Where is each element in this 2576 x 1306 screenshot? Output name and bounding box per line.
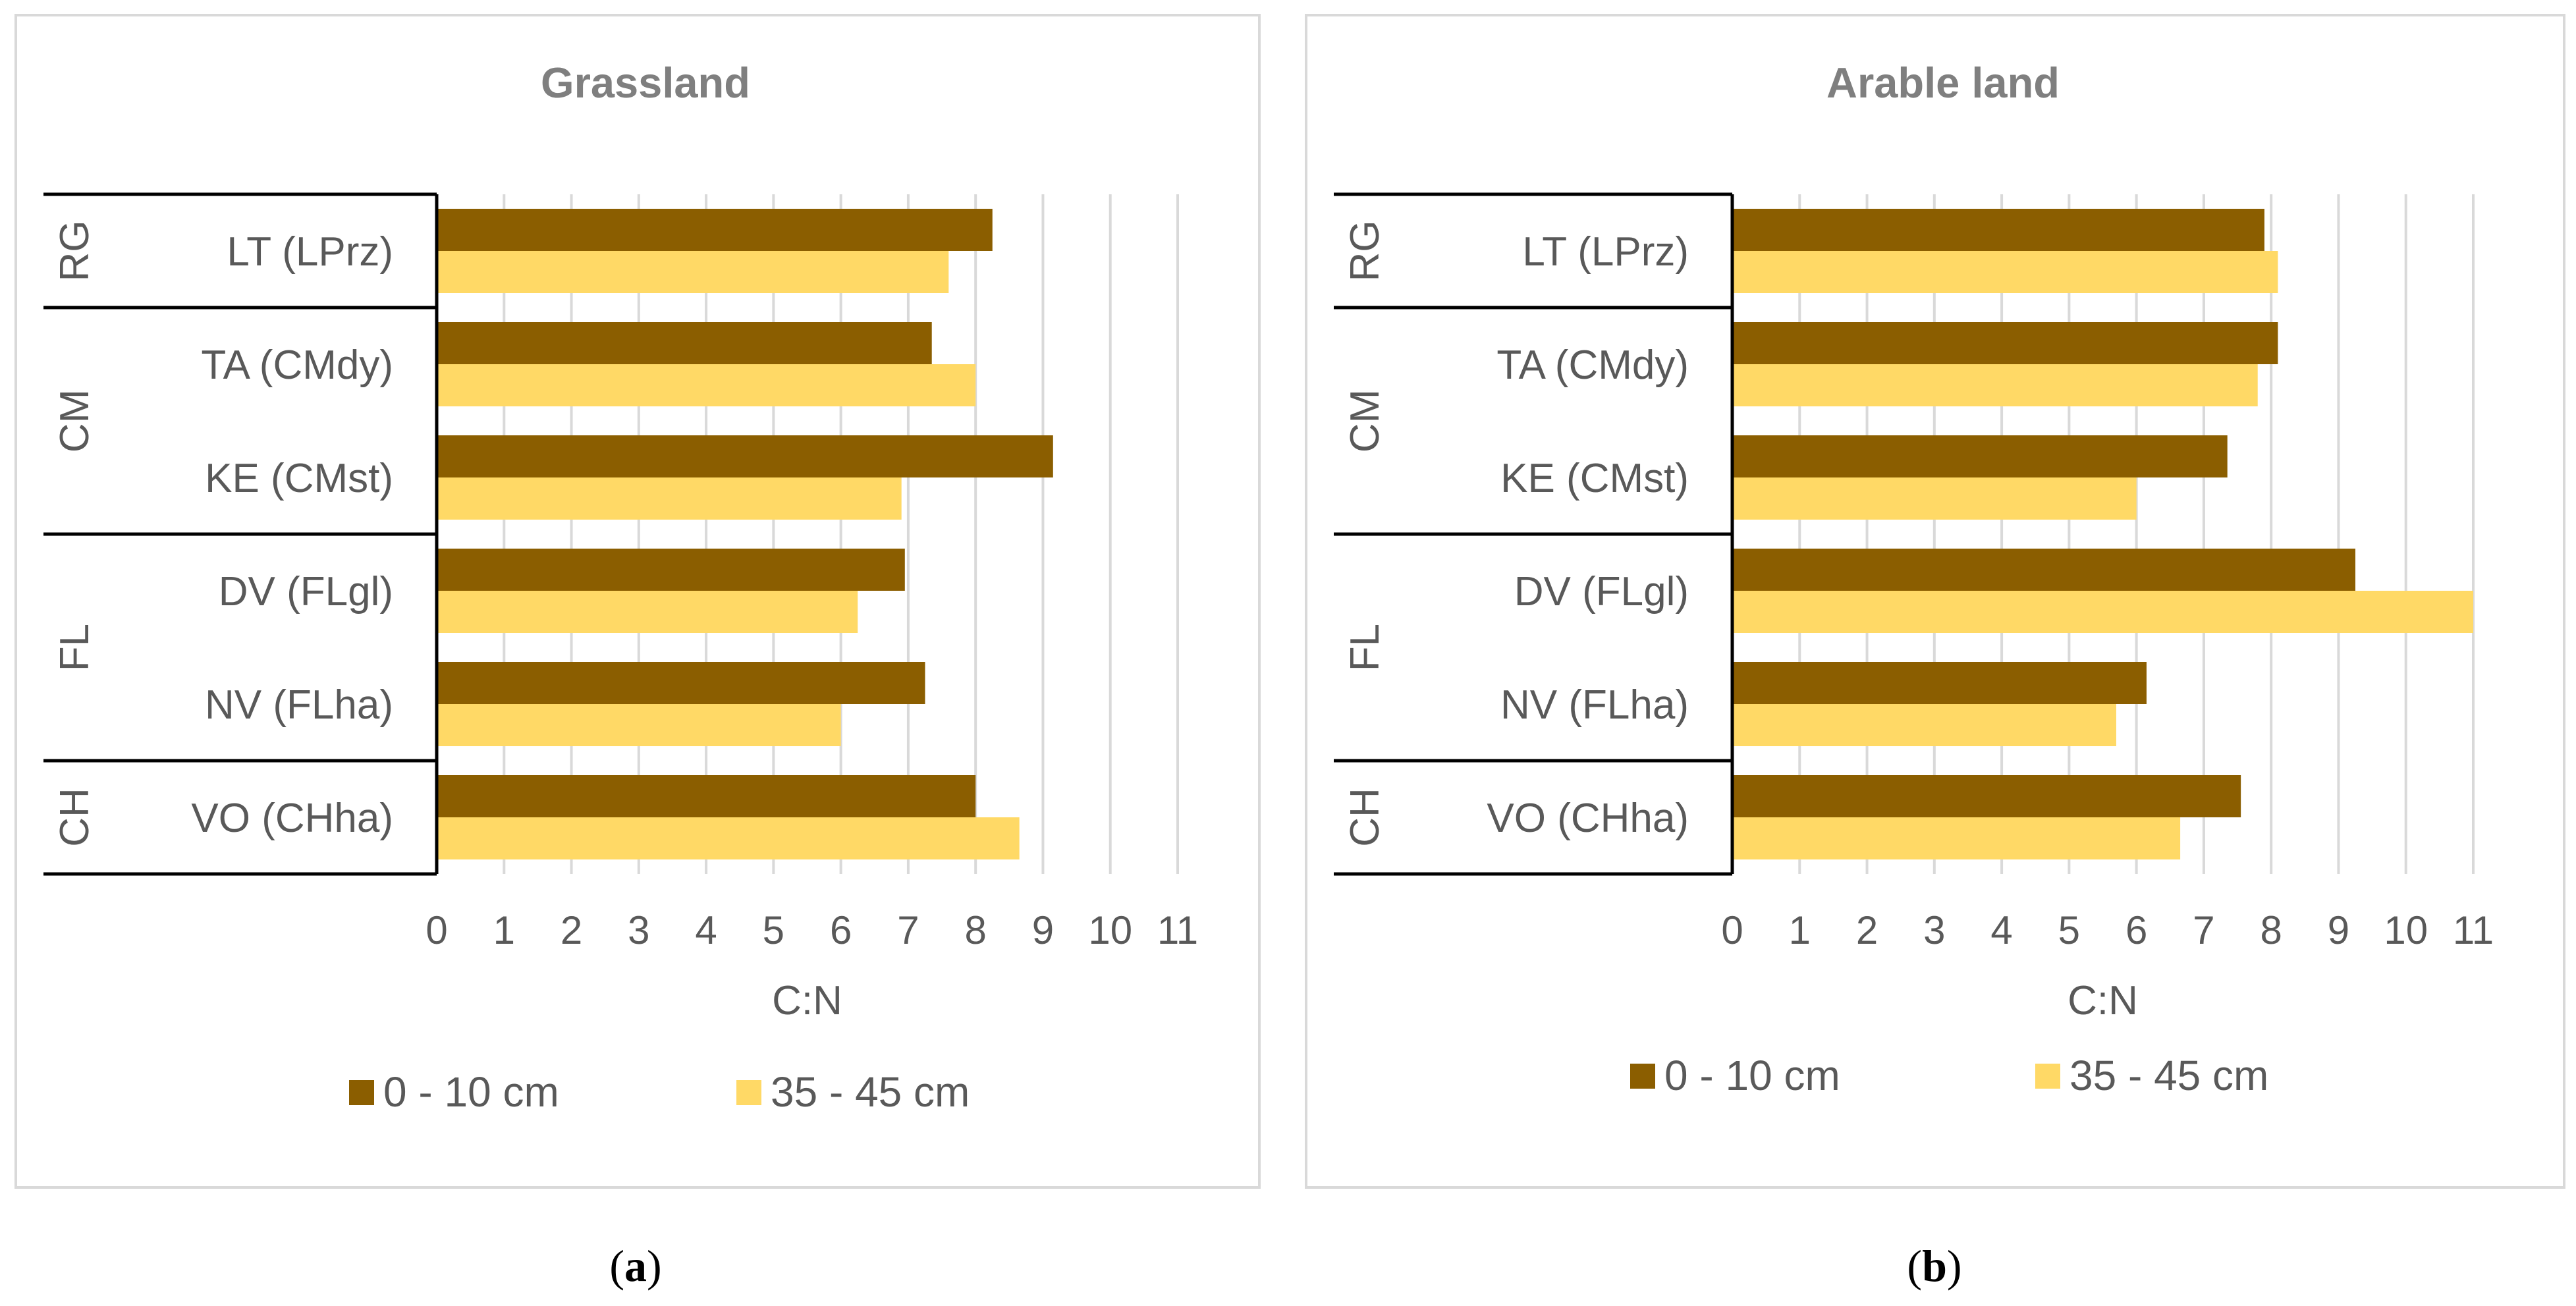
legend-entry: 0 - 10 cm [349,1068,559,1116]
bar-sub-1 [437,251,949,293]
bar-sub-6 [1732,817,2181,859]
bar-top-2 [1732,322,2278,364]
bar-sub-6 [437,817,1020,859]
bar-top-1 [1732,209,2264,251]
x-tick-label: 4 [695,908,717,952]
group-label: RG [52,221,97,282]
category-label: VO (CHha) [1487,796,1689,841]
chart-title: Grassland [541,59,750,107]
legend-entry: 35 - 45 cm [2035,1052,2268,1099]
category-label: NV (FLha) [205,682,393,728]
legend-swatch [2035,1064,2060,1089]
category-label: NV (FLha) [1500,682,1689,728]
category-label: DV (FLgl) [1514,569,1689,614]
x-tick-label: 0 [425,908,447,952]
category-label: KE (CMst) [1500,456,1689,501]
x-tick-label: 3 [1923,908,1945,952]
legend-entry: 0 - 10 cm [1630,1052,1840,1099]
x-tick-label: 2 [561,908,582,952]
x-tick-label: 8 [2260,908,2282,952]
legend-swatch [1630,1064,1655,1089]
x-tick-label: 5 [2058,908,2080,952]
legend-label: 0 - 10 cm [383,1068,559,1116]
bar-sub-5 [437,704,841,746]
category-label: LT (LPrz) [227,229,393,275]
x-tick-label: 3 [628,908,649,952]
x-tick-label: 1 [1789,908,1811,952]
bar-sub-2 [1732,364,2258,406]
x-tick-label: 5 [763,908,784,952]
bar-sub-4 [1732,591,2473,633]
x-tick-label: 7 [2193,908,2214,952]
bar-sub-5 [1732,704,2116,746]
bar-top-6 [437,775,976,817]
bar-top-6 [1732,775,2241,817]
x-tick-label: 1 [493,908,515,952]
bar-top-5 [437,662,925,704]
panel-label: (b) [1907,1241,1961,1291]
category-label: LT (LPrz) [1522,229,1689,275]
x-axis-label: C:N [772,978,842,1023]
bar-top-3 [1732,435,2228,477]
x-tick-label: 2 [1856,908,1878,952]
legend-swatch [736,1080,761,1105]
chart-panel-a: Grassland LT (LPrz) TA (CMdy) KE (CMst) DV (… [14,14,1261,1291]
group-label: CH [52,788,97,847]
legend-label: 0 - 10 cm [1664,1052,1840,1099]
category-label: VO (CHha) [191,796,393,841]
x-tick-label: 6 [830,908,852,952]
group-label: CH [1342,788,1388,847]
legend-label: 35 - 45 cm [2069,1052,2268,1099]
group-label: FL [52,624,97,671]
group-label: FL [1342,624,1388,671]
group-label: RG [1342,221,1388,282]
x-tick-label: 10 [1088,908,1132,952]
category-label: DV (FLgl) [219,569,393,614]
chart-title: Arable land [1826,59,2060,107]
x-tick-label: 8 [964,908,986,952]
legend-entry: 35 - 45 cm [736,1068,970,1116]
x-tick-label: 10 [2384,908,2428,952]
x-axis-label: C:N [2068,978,2138,1023]
x-tick-label: 9 [1032,908,1054,952]
bar-sub-1 [1732,251,2278,293]
x-tick-label: 11 [1157,908,1198,952]
x-tick-label: 4 [1990,908,2012,952]
bar-top-1 [437,209,993,251]
legend-label: 35 - 45 cm [771,1068,970,1116]
x-tick-label: 0 [1721,908,1743,952]
x-tick-label: 11 [2453,908,2494,952]
legend-swatch [349,1080,374,1105]
bar-top-2 [437,322,932,364]
x-tick-label: 7 [897,908,919,952]
bar-top-4 [437,549,905,591]
bar-sub-4 [437,591,858,633]
chart-panel-b: Arable land LT (LPrz) TA (CMdy) KE (CMst) DV… [1305,14,2565,1291]
bar-top-5 [1732,662,2147,704]
category-label: TA (CMdy) [201,342,393,388]
group-label: CM [52,389,97,452]
bar-sub-2 [437,364,976,406]
category-label: KE (CMst) [205,456,393,501]
bar-sub-3 [1732,477,2137,520]
panel-label: (a) [609,1241,661,1291]
bar-top-3 [437,435,1053,477]
category-label: TA (CMdy) [1496,342,1689,388]
x-tick-label: 9 [2328,908,2349,952]
bar-sub-3 [437,477,902,520]
bar-top-4 [1732,549,2356,591]
x-tick-label: 6 [2125,908,2147,952]
group-label: CM [1342,389,1388,452]
